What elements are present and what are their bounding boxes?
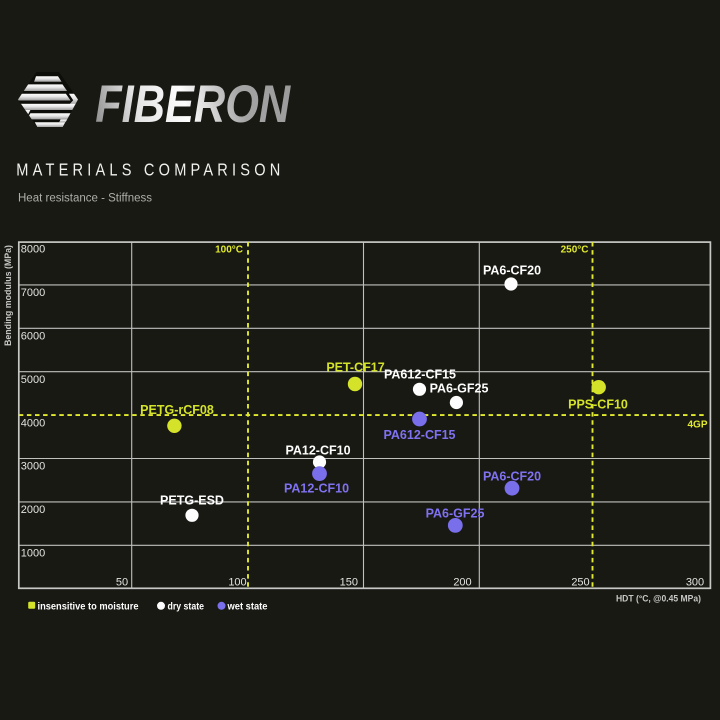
svg-text:PA12-CF10: PA12-CF10	[284, 482, 349, 496]
svg-text:50: 50	[116, 577, 128, 589]
svg-text:dry state: dry state	[168, 601, 205, 613]
svg-text:PA6-GF25: PA6-GF25	[430, 382, 489, 396]
svg-text:5000: 5000	[21, 374, 45, 386]
svg-text:Bending modulus (MPa): Bending modulus (MPa)	[3, 245, 14, 346]
svg-text:300: 300	[686, 577, 704, 589]
svg-text:HDT (°C, @0.45 MPa): HDT (°C, @0.45 MPa)	[616, 594, 701, 605]
svg-text:PETG-ESD: PETG-ESD	[160, 494, 224, 508]
svg-text:PA6-CF20: PA6-CF20	[483, 264, 541, 278]
svg-text:wet state: wet state	[227, 601, 268, 613]
svg-text:PA612-CF15: PA612-CF15	[384, 368, 456, 382]
svg-text:FIBERON: FIBERON	[95, 75, 291, 134]
svg-text:200: 200	[453, 577, 471, 589]
svg-text:2000: 2000	[21, 504, 45, 516]
svg-text:250: 250	[571, 577, 589, 589]
svg-text:3000: 3000	[21, 461, 45, 473]
svg-text:1000: 1000	[21, 548, 45, 560]
svg-text:PETG-rCF08: PETG-rCF08	[140, 403, 214, 417]
svg-text:150: 150	[340, 577, 358, 589]
svg-text:PET-CF17: PET-CF17	[326, 361, 384, 375]
svg-text:4000: 4000	[21, 417, 45, 429]
svg-text:6000: 6000	[21, 331, 45, 343]
svg-text:PA612-CF15: PA612-CF15	[383, 428, 455, 442]
svg-text:PPS-CF10: PPS-CF10	[568, 398, 628, 412]
svg-text:100°C: 100°C	[215, 244, 243, 255]
svg-text:PA12-CF10: PA12-CF10	[285, 444, 350, 458]
svg-text:MATERIALS COMPARISON: MATERIALS COMPARISON	[16, 160, 284, 180]
svg-text:PA6-GF25: PA6-GF25	[426, 507, 485, 521]
svg-text:7000: 7000	[21, 287, 45, 299]
svg-text:insensitive to moisture: insensitive to moisture	[38, 601, 139, 613]
svg-text:PA6-CF20: PA6-CF20	[483, 470, 541, 484]
svg-text:4GP: 4GP	[687, 419, 707, 430]
svg-text:100: 100	[228, 577, 246, 589]
svg-text:Heat resistance - Stiffness: Heat resistance - Stiffness	[18, 193, 152, 205]
svg-text:250°C: 250°C	[561, 244, 589, 255]
svg-text:8000: 8000	[21, 244, 45, 256]
